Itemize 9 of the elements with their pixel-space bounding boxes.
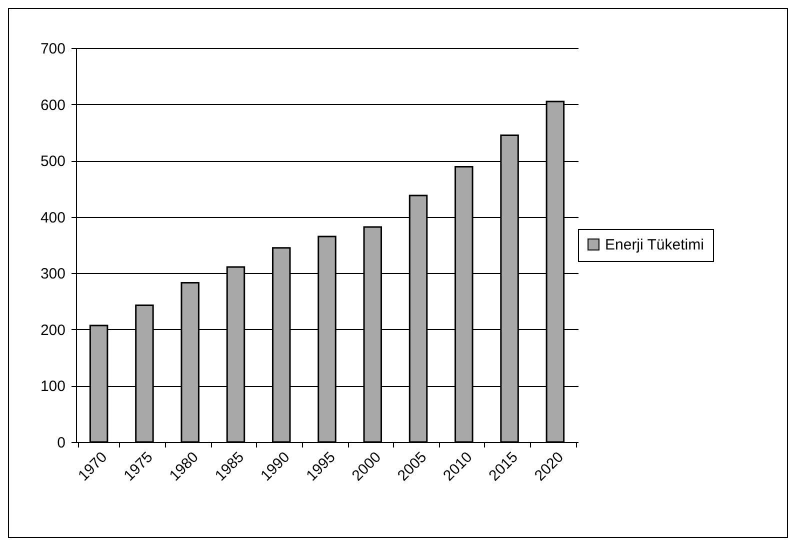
- y-tick-label: 0: [57, 434, 66, 452]
- legend-label: Enerji Tüketimi: [605, 236, 704, 254]
- y-tick-label: 300: [40, 266, 66, 283]
- y-tick-label: 500: [40, 153, 66, 170]
- y-tick-label: 600: [40, 96, 66, 114]
- y-tick-label: 100: [40, 378, 66, 396]
- y-tick-label: 700: [40, 40, 66, 58]
- y-tick-label: 200: [40, 322, 66, 339]
- y-tick-label: 400: [40, 209, 66, 226]
